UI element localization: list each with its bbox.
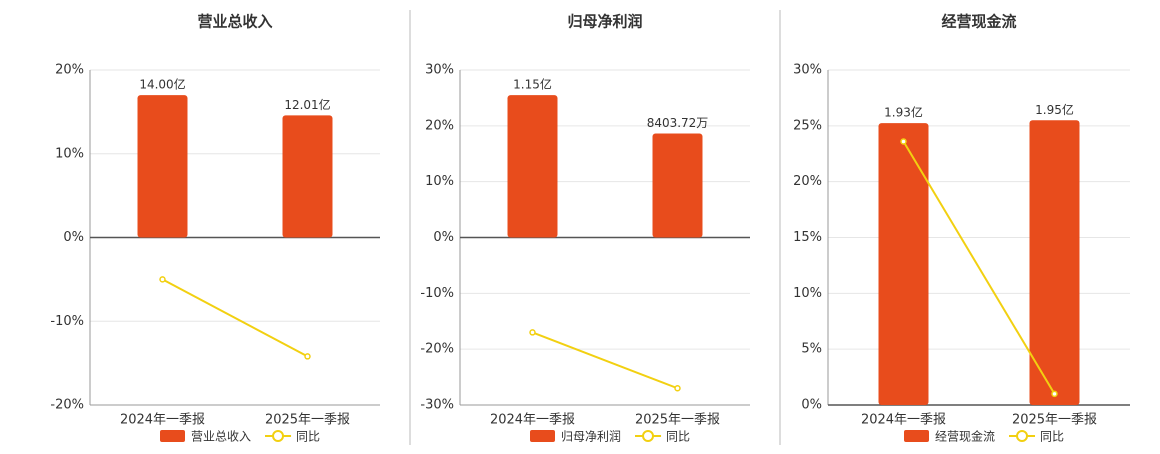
x-tick-label: 2024年一季报 xyxy=(120,413,205,428)
chart-title: 营业总收入 xyxy=(197,13,272,31)
y-tick-label: 15% xyxy=(793,230,822,245)
y-tick-label: 10% xyxy=(793,286,822,301)
legend-swatch xyxy=(904,430,929,442)
value-label: 12.01亿 xyxy=(284,97,330,112)
y-tick-label: 30% xyxy=(793,63,822,78)
point xyxy=(674,385,681,392)
y-tick-label: 10% xyxy=(55,146,84,161)
bar xyxy=(1029,120,1080,405)
point xyxy=(304,353,311,360)
legend-label: 同比 xyxy=(666,430,690,444)
y-tick-label: 0% xyxy=(433,230,454,245)
legend-swatch xyxy=(1016,430,1029,442)
value-label: 1.93亿 xyxy=(884,105,923,120)
legend-label: 同比 xyxy=(1040,430,1064,444)
point xyxy=(1051,390,1058,398)
value-label: 14.00亿 xyxy=(139,77,185,92)
y-tick-label: 10% xyxy=(425,174,454,189)
bar xyxy=(878,123,929,406)
value-label: 8403.72万 xyxy=(647,116,709,130)
line xyxy=(162,278,308,358)
chart-title: 归母净利润 xyxy=(567,13,642,31)
y-tick-label: 5% xyxy=(801,342,822,357)
x-tick-label: 2024年一季报 xyxy=(861,413,946,428)
bar xyxy=(507,95,558,238)
line xyxy=(902,140,1056,395)
legend-label: 归母净利润 xyxy=(561,430,621,444)
value-label: 1.15亿 xyxy=(513,77,552,92)
legend-swatch xyxy=(642,430,655,442)
value-label: 1.95亿 xyxy=(1035,102,1074,117)
x-tick-label: 2025年一季报 xyxy=(265,413,350,428)
y-tick-label: 25% xyxy=(793,118,822,133)
y-tick-label: 20% xyxy=(55,63,84,78)
point xyxy=(900,138,907,145)
y-tick-label: -10% xyxy=(50,314,84,329)
line xyxy=(532,331,678,390)
y-tick-label: -20% xyxy=(50,398,84,413)
bar xyxy=(137,95,188,238)
legend-swatch xyxy=(530,430,555,442)
legend-swatch xyxy=(272,430,285,442)
legend-swatch xyxy=(160,430,185,442)
y-tick-label: 20% xyxy=(425,118,454,133)
point xyxy=(159,276,166,283)
y-tick-label: -30% xyxy=(420,398,454,413)
legend-label: 同比 xyxy=(296,430,320,444)
x-tick-label: 2025年一季报 xyxy=(1012,413,1097,428)
legend-label: 营业总收入 xyxy=(191,430,251,444)
chart-title: 经营现金流 xyxy=(941,13,1016,31)
y-tick-label: 30% xyxy=(425,63,454,78)
legend-label: 经营现金流 xyxy=(935,429,995,444)
x-tick-label: 2025年一季报 xyxy=(635,413,720,428)
y-tick-label: 20% xyxy=(793,174,822,189)
y-tick-label: 0% xyxy=(801,398,822,413)
bar xyxy=(282,115,333,238)
x-tick-label: 2024年一季报 xyxy=(490,413,575,428)
y-tick-label: 0% xyxy=(63,230,84,245)
y-tick-label: -20% xyxy=(420,342,454,357)
bar xyxy=(652,133,703,238)
y-tick-label: -10% xyxy=(420,286,454,301)
point xyxy=(529,329,536,336)
